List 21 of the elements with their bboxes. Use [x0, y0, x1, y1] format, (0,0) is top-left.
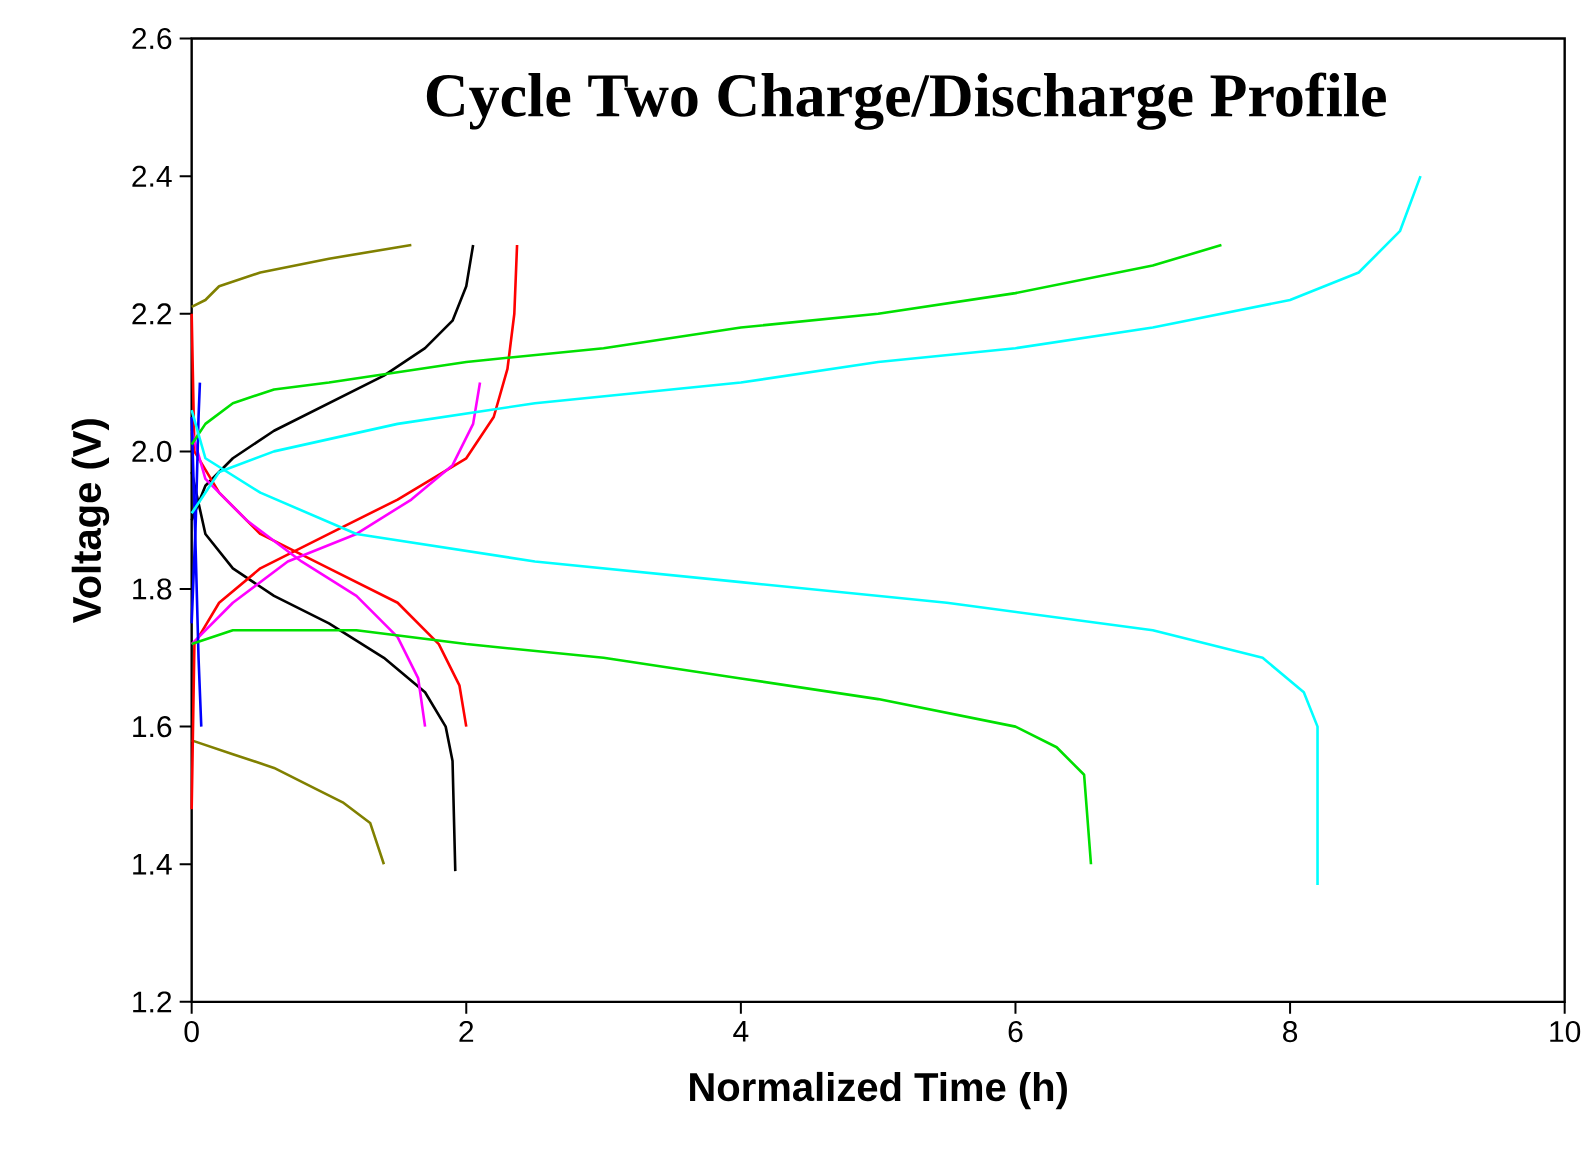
line-series [190, 243, 519, 811]
y-tick-label: 1.4 [133, 853, 172, 875]
y-tick-label: 2.2 [132, 303, 172, 325]
y-tick-label: 2.6 [132, 27, 172, 50]
y-tick-label: 1.2 [133, 991, 172, 1013]
x-tick-label: 4 [733, 1020, 749, 1042]
line-series [190, 243, 1223, 446]
x-tick-label: 0 [184, 1020, 199, 1043]
x-tick-label: 8 [1283, 1020, 1298, 1043]
y-tick-label: 1.6 [133, 715, 172, 738]
y-tick-label: 2.0 [132, 440, 172, 462]
y-tick-label: 1.8 [133, 578, 172, 600]
x-tick-label: 2 [459, 1020, 474, 1042]
x-tick-label: 10 [1550, 1020, 1581, 1043]
text: Cycle Two Charge/Discharge Profile [426, 72, 1386, 130]
y-axis-title: Voltage (V) [71, 419, 110, 623]
x-tick-label: 6 [1008, 1020, 1023, 1043]
line-series [190, 243, 413, 309]
y-tick-label: 2.4 [132, 165, 172, 187]
x-axis-title: Normalized Time (h) [690, 1071, 1067, 1110]
line-series [190, 628, 1093, 866]
